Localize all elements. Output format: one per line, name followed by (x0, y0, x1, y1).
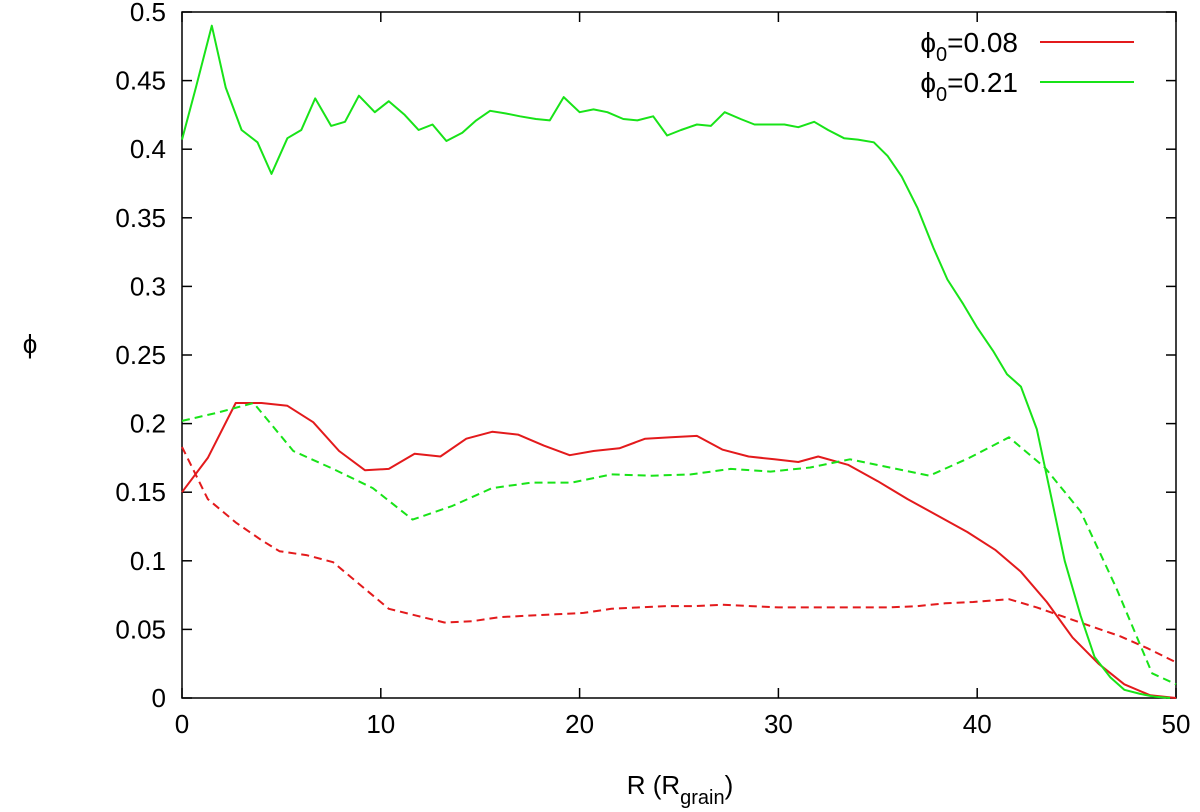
y-tick-label: 0.2 (130, 409, 166, 439)
series-line-2 (181, 446, 1177, 664)
x-tick-label: 10 (366, 709, 395, 739)
legend-value: =0.08 (947, 27, 1018, 58)
legend-label-2: ϕ0=0.21 (920, 67, 1018, 106)
x-axis-title-main: R (R (627, 770, 680, 800)
x-tick-label: 30 (764, 709, 793, 739)
y-tick-label: 0.4 (130, 134, 166, 164)
y-tick-label: 0.25 (115, 340, 166, 370)
y-tick-label: 0.15 (115, 477, 166, 507)
series-line-3 (181, 24, 1171, 699)
y-tick-label: 0.1 (130, 546, 166, 576)
x-axis-title: R (Rgrain) (627, 770, 734, 809)
series-line-1 (181, 402, 1177, 699)
y-tick-label: 0.3 (130, 271, 166, 301)
x-tick-label: 20 (565, 709, 594, 739)
legend-value: =0.21 (947, 67, 1018, 98)
y-tick-label: 0.5 (130, 0, 166, 27)
x-axis-title-subscript: grain (680, 787, 724, 809)
y-tick-label: 0.05 (115, 614, 166, 644)
legend-subscript: 0 (936, 84, 947, 106)
legend-subscript: 0 (936, 44, 947, 66)
x-tick-label: 40 (963, 709, 992, 739)
x-tick-label: 0 (175, 709, 189, 739)
legend-symbol: ϕ (920, 27, 936, 58)
y-axis-title: ϕ (23, 329, 38, 359)
series-line-4 (181, 402, 1177, 686)
x-tick-label: 50 (1162, 709, 1191, 739)
legend-symbol: ϕ (920, 67, 936, 98)
y-tick-label: 0 (152, 683, 166, 713)
series-lines (181, 24, 1177, 699)
x-axis-title-close: ) (725, 770, 734, 800)
y-tick-label: 0.35 (115, 203, 166, 233)
plot-border (181, 11, 1177, 699)
plot-frame (181, 11, 1177, 699)
y-tick-label: 0.45 (115, 66, 166, 96)
axis-ticks: 0 10 20 30 40 50 0 0.05 0.1 0.15 0.2 0.25 0.3 0.35 0.4… (115, 0, 1190, 739)
legend-label-1: ϕ0=0.08 (920, 27, 1018, 66)
